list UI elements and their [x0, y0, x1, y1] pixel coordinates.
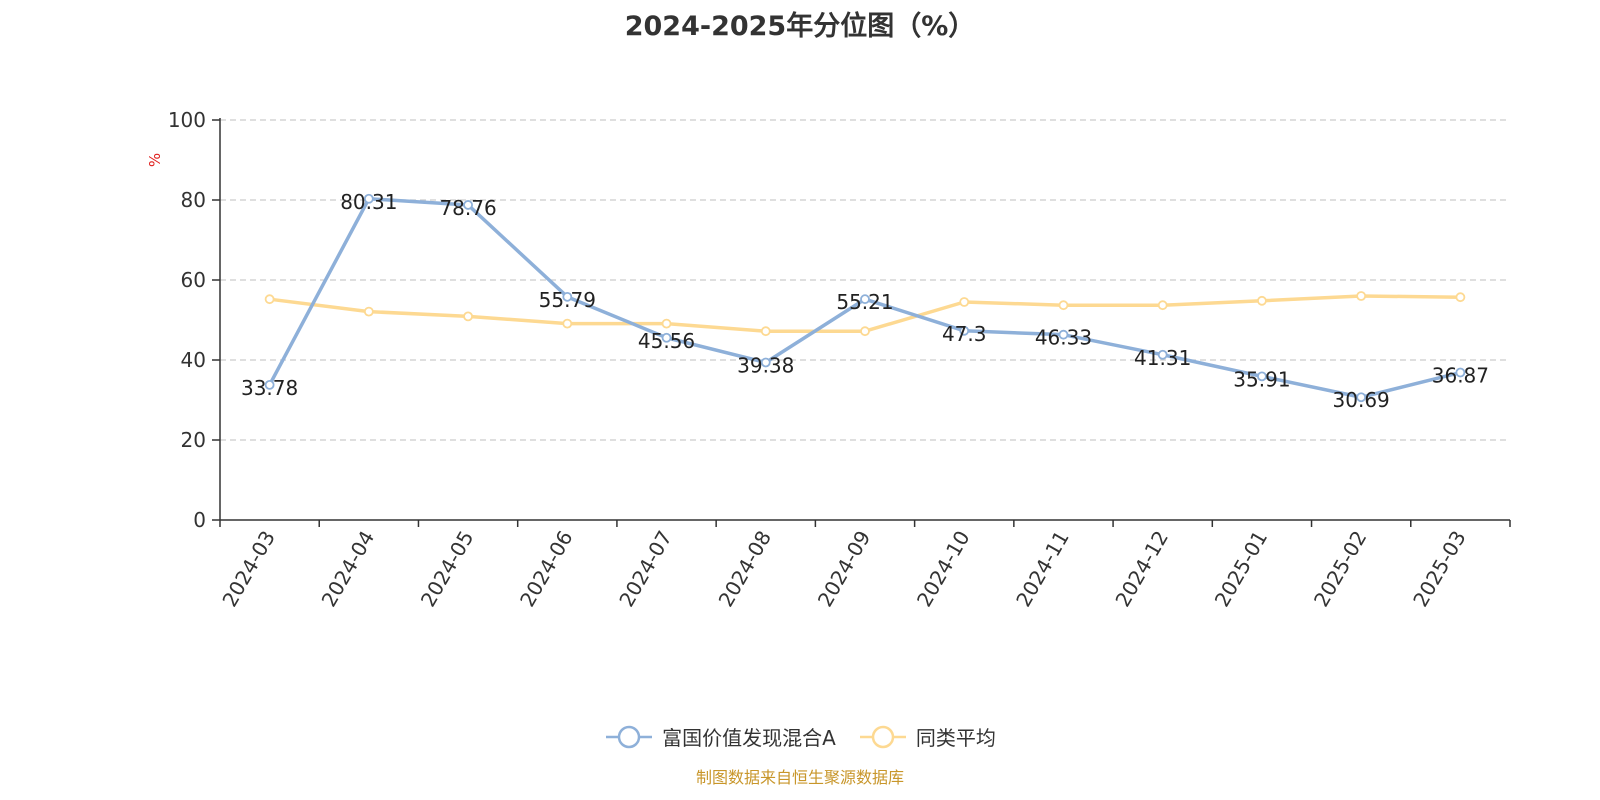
data-point[interactable]	[562, 291, 573, 302]
x-tick-label: 2025-02	[1309, 527, 1372, 611]
series-lines	[264, 193, 1466, 403]
data-point[interactable]	[463, 311, 473, 322]
data-point[interactable]	[1058, 300, 1069, 311]
data-label: 78.76	[439, 196, 496, 220]
data-point[interactable]	[760, 326, 771, 337]
data-point[interactable]	[1455, 367, 1466, 378]
data-labels: 33.78 80.31 78.76 55.79 45.56 39.38 55.21 47.3 4…	[241, 190, 1489, 412]
data-point[interactable]	[661, 318, 672, 329]
y-tick-label: 40	[181, 348, 206, 372]
data-label: 80.31	[340, 190, 397, 214]
y-tick-label: 80	[181, 188, 206, 212]
data-point[interactable]	[959, 297, 970, 307]
data-point[interactable]	[1257, 295, 1267, 306]
data-label: 36.87	[1432, 364, 1489, 388]
data-point[interactable]	[760, 357, 771, 368]
x-tick-label: 2024-03	[217, 527, 280, 611]
data-label: 39.38	[737, 353, 794, 377]
data-point[interactable]	[860, 326, 870, 337]
data-point[interactable]	[1356, 291, 1367, 301]
x-tick-label: 2024-05	[416, 527, 479, 611]
data-point[interactable]	[1257, 371, 1267, 382]
legend-swatch-marker	[871, 725, 895, 748]
gridlines	[220, 119, 1510, 441]
data-point[interactable]	[1157, 349, 1168, 360]
data-label: 46.33	[1035, 326, 1092, 350]
data-point[interactable]	[1356, 392, 1367, 403]
data-label: 47.3	[942, 322, 987, 346]
data-point[interactable]	[463, 200, 473, 210]
y-tick-label: 0	[193, 508, 206, 532]
legend-label: 同类平均	[915, 726, 996, 750]
x-tick-label: 2025-03	[1408, 527, 1471, 611]
data-label: 33.78	[241, 376, 298, 400]
y-axis-label: %	[146, 153, 164, 167]
legend-label: 富国价值发现混合A	[662, 726, 836, 750]
x-tick-label: 2024-04	[317, 527, 380, 611]
y-tick-label: 60	[181, 268, 206, 292]
x-tick-label: 2024-08	[714, 527, 777, 611]
chart-title: 2024-2025年分位图（%）	[624, 11, 976, 42]
data-point[interactable]	[1455, 292, 1466, 303]
data-label: 45.56	[638, 329, 695, 353]
data-point[interactable]	[1058, 329, 1069, 340]
data-label: 41.31	[1134, 346, 1191, 370]
x-tick-label: 2024-12	[1110, 527, 1173, 611]
data-label: 55.21	[836, 290, 893, 314]
data-point[interactable]	[959, 325, 970, 336]
x-tick-label: 2024-10	[912, 526, 975, 610]
legend-swatch-icon	[859, 725, 906, 748]
legend-swatch-marker	[617, 725, 641, 748]
x-tick-label: 2025-01	[1210, 527, 1273, 611]
x-tick-label: 2024-09	[813, 527, 876, 611]
data-label: 55.79	[539, 288, 596, 312]
data-point[interactable]	[264, 294, 275, 305]
data-point[interactable]	[860, 294, 870, 305]
data-point[interactable]	[1157, 300, 1168, 311]
legend-item[interactable]: 同类平均	[858, 722, 996, 751]
data-point[interactable]	[562, 318, 573, 329]
x-tick-label: 2024-11	[1011, 527, 1074, 611]
data-point[interactable]	[264, 379, 275, 390]
legend: 富国价值发现混合A 同类平均	[0, 722, 1600, 751]
data-label: 35.91	[1233, 367, 1290, 391]
x-tick-label: 2024-06	[515, 527, 578, 611]
data-point[interactable]	[363, 193, 374, 204]
data-point[interactable]	[661, 332, 672, 343]
y-tick-label: 20	[181, 428, 206, 452]
source-note: 制图数据来自恒生聚源数据库	[695, 768, 904, 787]
data-label: 30.69	[1333, 388, 1390, 412]
data-point[interactable]	[363, 306, 374, 317]
x-tick-label: 2024-07	[614, 527, 677, 611]
legend-swatch-icon	[606, 725, 653, 748]
legend-item[interactable]: 富国价值发现混合A	[604, 722, 836, 751]
y-tick-label: 100	[168, 108, 206, 132]
